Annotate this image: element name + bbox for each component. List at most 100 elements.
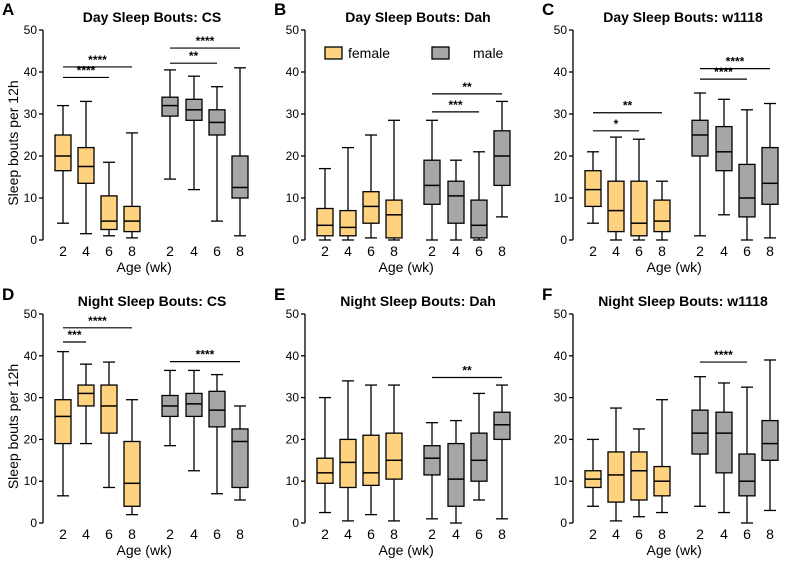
box-iqr: [584, 170, 602, 208]
x-tick-label: 4: [720, 526, 728, 542]
significance-label: ****: [714, 348, 733, 362]
x-tick-label: 8: [766, 526, 774, 542]
panel-title: Day Sleep Bouts: Dah: [345, 9, 490, 25]
box-male-2wk: [423, 422, 441, 520]
box-iqr: [691, 409, 709, 455]
box-female-8wk: [123, 399, 141, 516]
y-tick-label: 20: [286, 432, 300, 446]
box-female-8wk: [385, 119, 403, 241]
box-male-6wk: [208, 373, 226, 495]
panel-title: Night Sleep Bouts: w1118: [598, 293, 768, 309]
y-tick-label: 0: [292, 233, 299, 247]
box-iqr: [630, 451, 648, 501]
box-iqr: [715, 125, 733, 172]
box-iqr: [385, 432, 403, 480]
panel-A: A Day Sleep Bouts: CS 0 10 20 30 40 50 Sleep bou…: [2, 0, 249, 275]
x-tick-label: 8: [128, 526, 136, 542]
box-iqr: [447, 442, 465, 507]
box-female-6wk: [100, 361, 118, 489]
box-iqr: [185, 392, 203, 418]
box-iqr: [77, 384, 95, 407]
x-tick-label: 8: [128, 243, 136, 259]
x-tick-label: 2: [166, 526, 174, 542]
x-tick-label: 6: [475, 243, 483, 259]
box-iqr: [385, 199, 403, 239]
box-female-2wk: [54, 104, 72, 224]
box-iqr: [607, 180, 625, 233]
box-iqr: [738, 163, 756, 218]
x-tick-label: 8: [390, 243, 398, 259]
box-iqr: [161, 96, 179, 117]
significance-label: **: [623, 99, 633, 113]
box-iqr: [423, 445, 441, 476]
box-male-4wk: [185, 369, 203, 472]
y-tick-label: 10: [24, 474, 38, 488]
panel-title: Day Sleep Bouts: w1118: [603, 9, 763, 25]
x-tick-label: 2: [428, 243, 436, 259]
box-male-6wk: [470, 151, 488, 241]
y-tick-label: 20: [286, 149, 300, 163]
y-tick-label: 20: [24, 432, 38, 446]
box-male-2wk: [691, 92, 709, 237]
significance-label: *: [614, 117, 619, 131]
x-tick-label: 2: [166, 243, 174, 259]
y-tick-label: 0: [560, 516, 567, 530]
box-iqr: [715, 411, 733, 474]
panel-letter: B: [274, 0, 286, 19]
x-tick-label: 2: [589, 243, 597, 259]
x-tick-label: 2: [59, 243, 67, 259]
significance-label: ****: [196, 34, 215, 48]
box-iqr: [493, 411, 511, 441]
legend-swatch: [431, 46, 450, 60]
box-male-6wk: [738, 386, 756, 524]
y-tick-label: 30: [24, 391, 38, 405]
box-female-2wk: [316, 167, 334, 241]
x-axis-label: Age (wk): [379, 259, 434, 275]
box-iqr: [77, 146, 95, 184]
panel-letter: C: [542, 0, 554, 19]
box-iqr: [208, 390, 226, 428]
box-iqr: [100, 384, 118, 434]
x-tick-label: 6: [635, 526, 643, 542]
box-female-2wk: [584, 438, 602, 507]
box-iqr: [691, 119, 709, 157]
panel-letter: F: [542, 285, 552, 304]
box-iqr: [316, 207, 334, 237]
box-iqr: [761, 146, 779, 205]
box-iqr: [447, 180, 465, 224]
y-tick-label: 10: [554, 474, 568, 488]
x-tick-label: 6: [367, 526, 375, 542]
x-tick-label: 2: [321, 243, 329, 259]
y-tick-label: 30: [554, 107, 568, 121]
box-male-8wk: [761, 359, 779, 512]
box-female-4wk: [339, 380, 357, 522]
box-female-8wk: [653, 399, 671, 514]
box-female-6wk: [630, 428, 648, 518]
x-tick-label: 6: [743, 243, 751, 259]
x-tick-label: 8: [498, 243, 506, 259]
box-female-6wk: [362, 134, 380, 239]
x-tick-label: 8: [390, 526, 398, 542]
box-male-2wk: [161, 369, 179, 447]
box-male-8wk: [493, 384, 511, 520]
box-female-2wk: [584, 151, 602, 224]
box-female-2wk: [316, 396, 334, 514]
x-tick-label: 4: [612, 243, 620, 259]
box-female-6wk: [362, 384, 380, 516]
box-iqr: [493, 130, 511, 187]
box-female-4wk: [77, 363, 95, 445]
panel-letter: E: [274, 285, 285, 304]
box-female-6wk: [100, 161, 118, 237]
y-tick-label: 50: [24, 307, 38, 321]
y-tick-label: 30: [286, 107, 300, 121]
box-female-2wk: [54, 350, 72, 497]
x-tick-label: 2: [696, 526, 704, 542]
x-axis-label: Age (wk): [647, 542, 702, 558]
x-tick-label: 8: [766, 243, 774, 259]
x-tick-label: 4: [82, 526, 90, 542]
x-tick-label: 2: [59, 526, 67, 542]
box-female-6wk: [630, 138, 648, 241]
y-tick-label: 40: [24, 65, 38, 79]
